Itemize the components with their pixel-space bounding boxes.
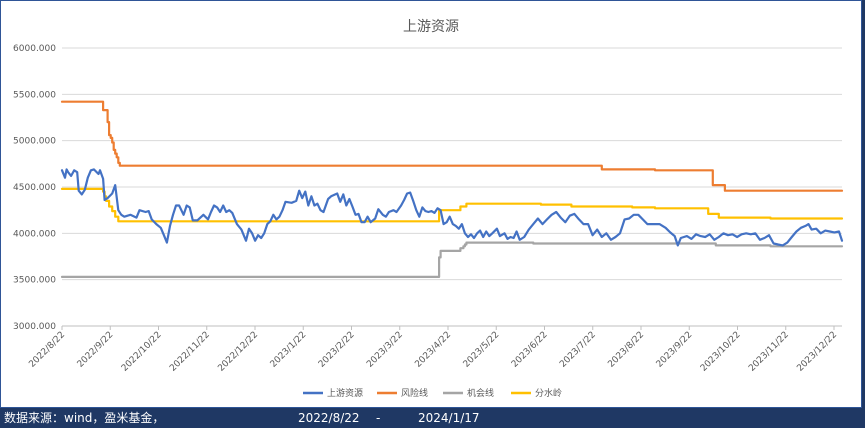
series-line-2	[60, 241, 844, 278]
series-lines	[60, 100, 844, 278]
data-source-text: 数据来源：wind，盈米基金，	[4, 411, 165, 425]
y-tick-label: 4000.000	[13, 229, 56, 239]
legend-label: 机会线	[467, 387, 494, 399]
x-tick-label: 2023/4/22	[413, 330, 453, 370]
chart-panel: 上游资源 3000.000 3500.000 4000.000 4500.000 500…	[0, 0, 862, 408]
line-chart: 上游资源 3000.000 3500.000 4000.000 4500.000 500…	[13, 19, 844, 399]
y-tick-label: 4500.000	[13, 183, 56, 193]
series-line-1	[60, 100, 844, 192]
x-tick-label: 2023/9/22	[655, 330, 695, 370]
y-tick-label: 6000.000	[13, 44, 56, 54]
x-tick-label: 2023/10/22	[699, 330, 743, 374]
legend-label: 上游资源	[327, 387, 363, 399]
x-axis-ticks: 2022/8/22 2022/9/22 2022/10/22 2022/11/22 20…	[27, 326, 839, 374]
y-axis-ticks: 3000.000 3500.000 4000.000 4500.000 5000.000…	[13, 44, 56, 332]
x-tick-label: 2023/7/22	[558, 330, 598, 370]
y-tick-label: 5000.000	[13, 137, 56, 147]
x-tick-label: 2022/8/22	[27, 330, 67, 370]
legend: 上游资源 风险线 机会线 分水岭	[303, 387, 562, 399]
x-tick-label: 2023/11/22	[747, 330, 791, 374]
y-tick-label: 5500.000	[13, 90, 56, 100]
x-tick-label: 2023/3/22	[365, 330, 405, 370]
y-tick-label: 3500.000	[13, 276, 56, 286]
chart-title: 上游资源	[403, 19, 459, 35]
x-tick-label: 2023/8/22	[606, 330, 646, 370]
x-tick-label: 2023/5/22	[462, 330, 502, 370]
date-separator: -	[376, 411, 381, 425]
x-tick-label: 2023/1/22	[269, 330, 309, 370]
x-tick-label: 2023/6/22	[510, 330, 550, 370]
end-date-text: 2024/1/17	[418, 411, 480, 425]
x-tick-label: 2023/2/22	[317, 330, 357, 370]
legend-label: 风险线	[401, 387, 428, 399]
x-tick-label: 2022/10/22	[120, 330, 164, 374]
x-tick-label: 2022/9/22	[76, 330, 116, 370]
start-date-text: 2022/8/22	[298, 411, 360, 425]
legend-label: 分水岭	[535, 387, 562, 399]
x-tick-label: 2023/12/22	[795, 330, 839, 374]
footer-bar: 数据来源：wind，盈米基金， 2022/8/22 - 2024/1/17	[0, 408, 865, 428]
x-tick-label: 2022/11/22	[168, 330, 212, 374]
x-tick-label: 2022/12/22	[216, 330, 260, 374]
series-line-0	[60, 168, 844, 247]
gridlines	[62, 47, 842, 281]
y-tick-label: 3000.000	[13, 322, 56, 332]
